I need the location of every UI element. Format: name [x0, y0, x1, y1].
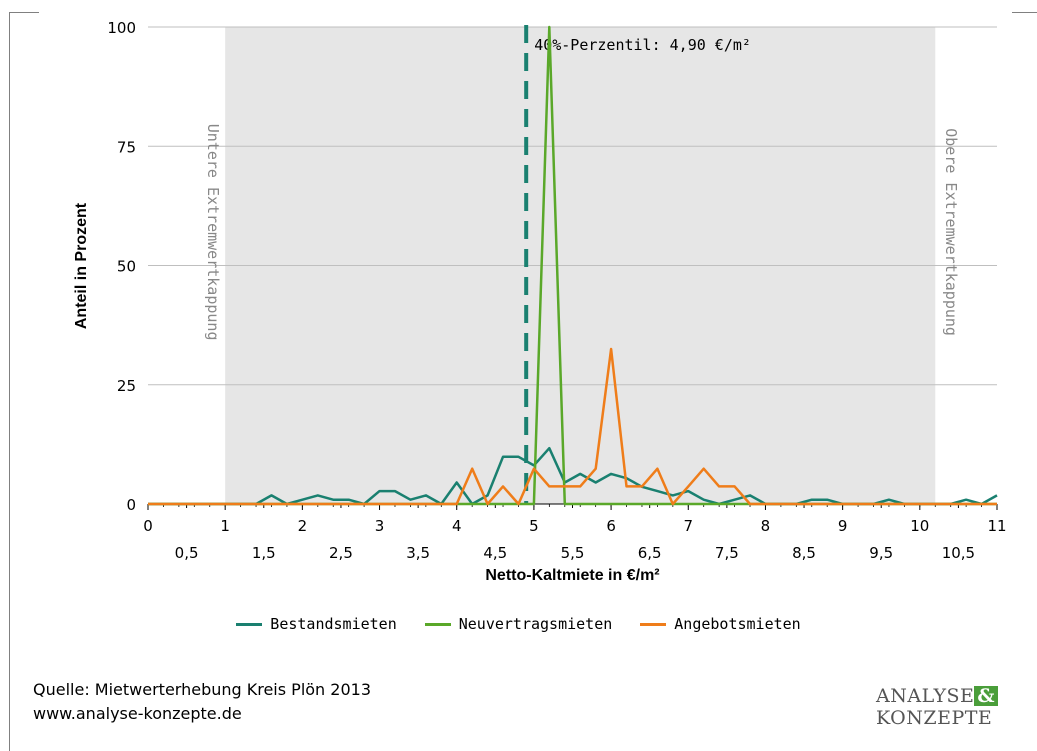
frame-left-border — [9, 12, 10, 751]
legend-swatch-angebotsmieten — [640, 622, 667, 626]
x-minor-tick-label: 6,5 — [638, 544, 662, 562]
x-minor-tick-label: 8,5 — [792, 544, 816, 562]
legend-swatch-bestandsmieten — [236, 622, 263, 626]
x-major-tick-label: 8 — [761, 517, 771, 535]
x-minor-tick-label: 1,5 — [252, 544, 276, 562]
x-major-tick-label: 0 — [143, 517, 153, 535]
legend: Bestandsmieten Neuvertragsmieten Angebot… — [0, 615, 1037, 633]
x-major-tick-label: 10 — [910, 517, 929, 535]
y-tick-label: 100 — [107, 19, 136, 37]
frame-top-border-left — [9, 12, 39, 13]
x-major-tick-label: 7 — [683, 517, 693, 535]
company-logo: ANALYSE & KONZEPTE — [876, 685, 999, 729]
x-minor-tick-label: 7,5 — [715, 544, 739, 562]
y-tick-label: 50 — [117, 258, 136, 276]
x-major-tick-label: 9 — [838, 517, 848, 535]
legend-item-bestandsmieten: Bestandsmieten — [236, 615, 397, 633]
y-tick-label: 0 — [126, 496, 136, 514]
x-major-tick-label: 11 — [987, 517, 1006, 535]
x-minor-tick-label: 9,5 — [869, 544, 893, 562]
legend-item-neuvertragsmieten: Neuvertragsmieten — [424, 615, 613, 633]
legend-item-angebotsmieten: Angebotsmieten — [640, 615, 801, 633]
x-major-tick-label: 3 — [375, 517, 385, 535]
x-axis-label: Netto-Kaltmiete in €/m² — [485, 567, 660, 584]
logo-text-konzepte: KONZEPTE — [876, 707, 993, 729]
legend-swatch-neuvertragsmieten — [424, 622, 451, 626]
x-minor-tick-label: 4,5 — [483, 544, 507, 562]
logo-ampersand: & — [974, 686, 999, 706]
percentile-label: 40%-Perzentil: 4,90 €/m² — [534, 36, 751, 54]
source-line: Quelle: Mietwerterhebung Kreis Plön 2013 — [33, 680, 371, 699]
legend-label-bestandsmieten: Bestandsmieten — [270, 615, 397, 633]
x-major-tick-label: 2 — [298, 517, 308, 535]
x-major-tick-label: 1 — [220, 517, 230, 535]
distribution-line-chart: 0 25 50 75 100 0 1 2 3 4 5 6 7 8 9 10 11 0,5 1,5 2,5 3,5 4,5 5… — [107, 19, 1006, 562]
logo-text-analyse: ANALYSE — [876, 685, 975, 707]
x-major-tick-label: 5 — [529, 517, 539, 535]
x-minor-tick-label: 10,5 — [942, 544, 975, 562]
upper-extreme-capping-label: Obere Extremwertkappung — [942, 128, 960, 336]
legend-label-angebotsmieten: Angebotsmieten — [674, 615, 801, 633]
frame-top-border-right — [1012, 12, 1037, 13]
y-tick-label: 25 — [117, 377, 136, 395]
y-tick-label: 75 — [117, 138, 136, 156]
y-axis-label: Anteil in Prozent — [73, 202, 90, 330]
legend-label-neuvertragsmieten: Neuvertragsmieten — [458, 615, 613, 633]
x-minor-tick-label: 3,5 — [406, 544, 430, 562]
x-minor-tick-label: 5,5 — [561, 544, 585, 562]
source-url: www.analyse-konzepte.de — [33, 704, 242, 723]
x-major-tick-label: 4 — [452, 517, 462, 535]
x-major-tick-label: 6 — [606, 517, 616, 535]
source-note: Quelle: Mietwerterhebung Kreis Plön 2013… — [33, 678, 371, 726]
x-minor-tick-label: 0,5 — [175, 544, 199, 562]
series-line-angebotsmieten — [148, 347, 997, 506]
lower-extreme-capping-label: Untere Extremwertkappung — [204, 124, 222, 341]
x-minor-tick-label: 2,5 — [329, 544, 353, 562]
